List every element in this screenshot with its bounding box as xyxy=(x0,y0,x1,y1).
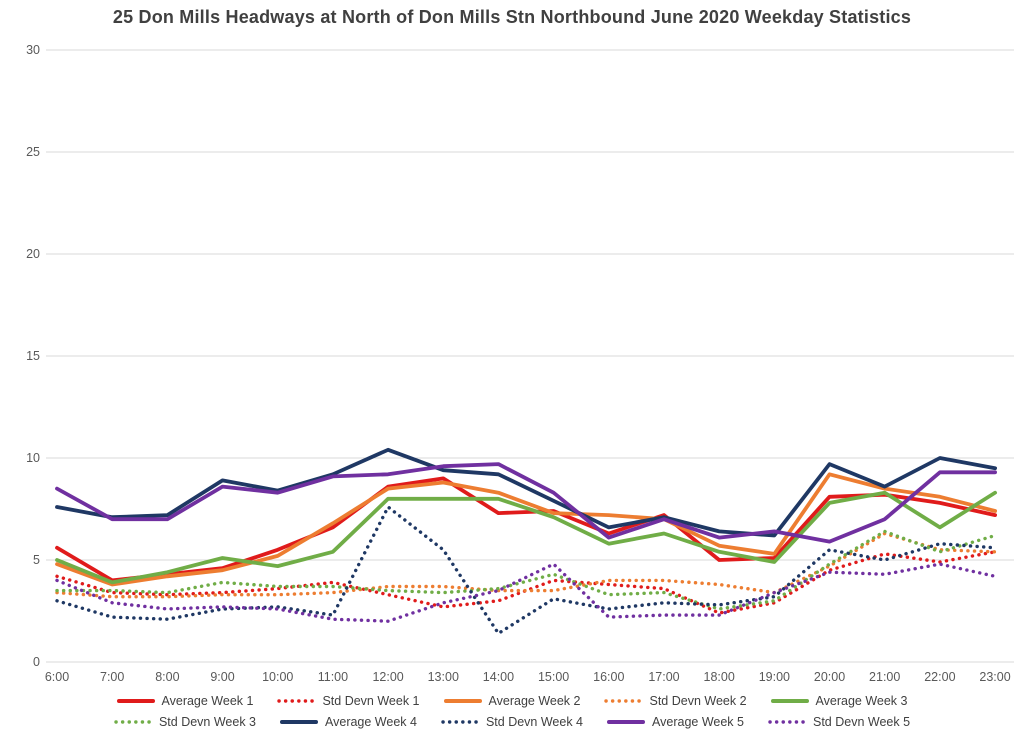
x-axis-tick-label: 12:00 xyxy=(372,670,403,684)
x-axis-tick-label: 10:00 xyxy=(262,670,293,684)
legend-row: Average Week 1 Std Devn Week 1 Average Wee… xyxy=(116,694,908,708)
legend-label: Std Devn Week 4 xyxy=(485,715,584,729)
series-line-average-week-3 xyxy=(55,490,997,585)
x-axis-tick-label: 11:00 xyxy=(318,670,348,684)
solid-line-swatch-icon xyxy=(607,720,646,724)
x-axis-tick-label: 9:00 xyxy=(210,670,234,684)
y-axis-tick-label: 20 xyxy=(26,247,40,261)
solid-line-swatch-icon xyxy=(280,720,318,724)
legend-item-std-devn-week-1: Std Devn Week 1 xyxy=(277,694,420,708)
dotted-line-swatch-icon xyxy=(277,699,316,703)
legend-label: Std Devn Week 3 xyxy=(158,715,256,729)
y-axis-tick-label: 15 xyxy=(26,349,40,363)
solid-line-swatch-icon xyxy=(116,699,155,703)
legend-item-std-devn-week-3: Std Devn Week 3 xyxy=(114,715,256,729)
legend-item-average-week-4: Average Week 4 xyxy=(280,715,417,729)
legend-item-average-week-2: Average Week 2 xyxy=(443,694,581,708)
x-axis-tick-label: 17:00 xyxy=(648,670,679,684)
legend-label: Std Devn Week 5 xyxy=(812,715,911,729)
series-line-std-devn-week-2 xyxy=(55,531,997,599)
x-axis-tick-label: 14:00 xyxy=(483,670,514,684)
series-line-average-week-2 xyxy=(55,472,997,587)
x-axis-tick-label: 22:00 xyxy=(924,670,955,684)
legend-row: Std Devn Week 3 Average Week 4 Std Devn We… xyxy=(114,715,910,729)
legend-label: Average Week 1 xyxy=(161,694,254,708)
legend-item-std-devn-week-2: Std Devn Week 2 xyxy=(604,694,747,708)
dotted-line-swatch-icon xyxy=(768,720,806,724)
x-axis-tick-label: 13:00 xyxy=(428,670,459,684)
plot-area: 0 5 10 15 20 25 30 6:00 7:00 8:00 9:00 10:00 11:00 12… xyxy=(26,43,1014,684)
series-line-std-devn-week-3 xyxy=(55,529,997,611)
series-line-average-week-4 xyxy=(55,447,997,538)
x-axis-tick-label: 8:00 xyxy=(155,670,179,684)
dotted-line-swatch-icon xyxy=(114,720,152,724)
y-axis-tick-label: 25 xyxy=(26,145,40,159)
legend-item-std-devn-week-5: Std Devn Week 5 xyxy=(768,715,910,729)
y-axis-tick-label: 5 xyxy=(33,553,40,567)
series-line-std-devn-week-1 xyxy=(55,550,997,615)
legend-item-average-week-1: Average Week 1 xyxy=(116,694,254,708)
x-axis-tick-label: 16:00 xyxy=(593,670,624,684)
legend: Average Week 1 Std Devn Week 1 Average Wee… xyxy=(0,694,1024,729)
solid-line-swatch-icon xyxy=(770,699,809,703)
legend-item-average-week-3: Average Week 3 xyxy=(770,694,908,708)
chart-title: 25 Don Mills Headways at North of Don Mi… xyxy=(112,7,912,27)
legend-label: Std Devn Week 2 xyxy=(649,694,747,708)
legend-label: Average Week 2 xyxy=(488,694,581,708)
x-axis-tick-label: 20:00 xyxy=(814,670,845,684)
y-axis-tick-label: 30 xyxy=(26,43,40,57)
dotted-line-swatch-icon xyxy=(441,720,479,724)
x-axis-tick-label: 18:00 xyxy=(704,670,735,684)
legend-item-std-devn-week-4: Std Devn Week 4 xyxy=(441,715,583,729)
x-axis-tick-label: 19:00 xyxy=(759,670,790,684)
y-axis-tick-label: 10 xyxy=(26,451,40,465)
x-axis-tick-label: 21:00 xyxy=(869,670,900,684)
series-line-average-week-5 xyxy=(55,462,997,544)
series-line-average-week-1 xyxy=(55,476,997,583)
x-axis-tick-label: 23:00 xyxy=(979,670,1010,684)
dotted-line-swatch-icon xyxy=(604,699,643,703)
legend-label: Average Week 3 xyxy=(815,694,908,708)
solid-line-swatch-icon xyxy=(443,699,482,703)
legend-label: Average Week 4 xyxy=(325,715,417,729)
x-axis-tick-label: 15:00 xyxy=(538,670,569,684)
legend-item-average-week-5: Average Week 5 xyxy=(607,715,744,729)
series-line-std-devn-week-4 xyxy=(55,505,997,636)
legend-label: Average Week 5 xyxy=(652,715,744,729)
x-axis-tick-label: 6:00 xyxy=(45,670,69,684)
series-line-std-devn-week-5 xyxy=(55,562,997,623)
x-axis-tick-label: 7:00 xyxy=(100,670,124,684)
y-axis-tick-label: 0 xyxy=(33,655,40,669)
legend-label: Std Devn Week 1 xyxy=(322,694,420,708)
